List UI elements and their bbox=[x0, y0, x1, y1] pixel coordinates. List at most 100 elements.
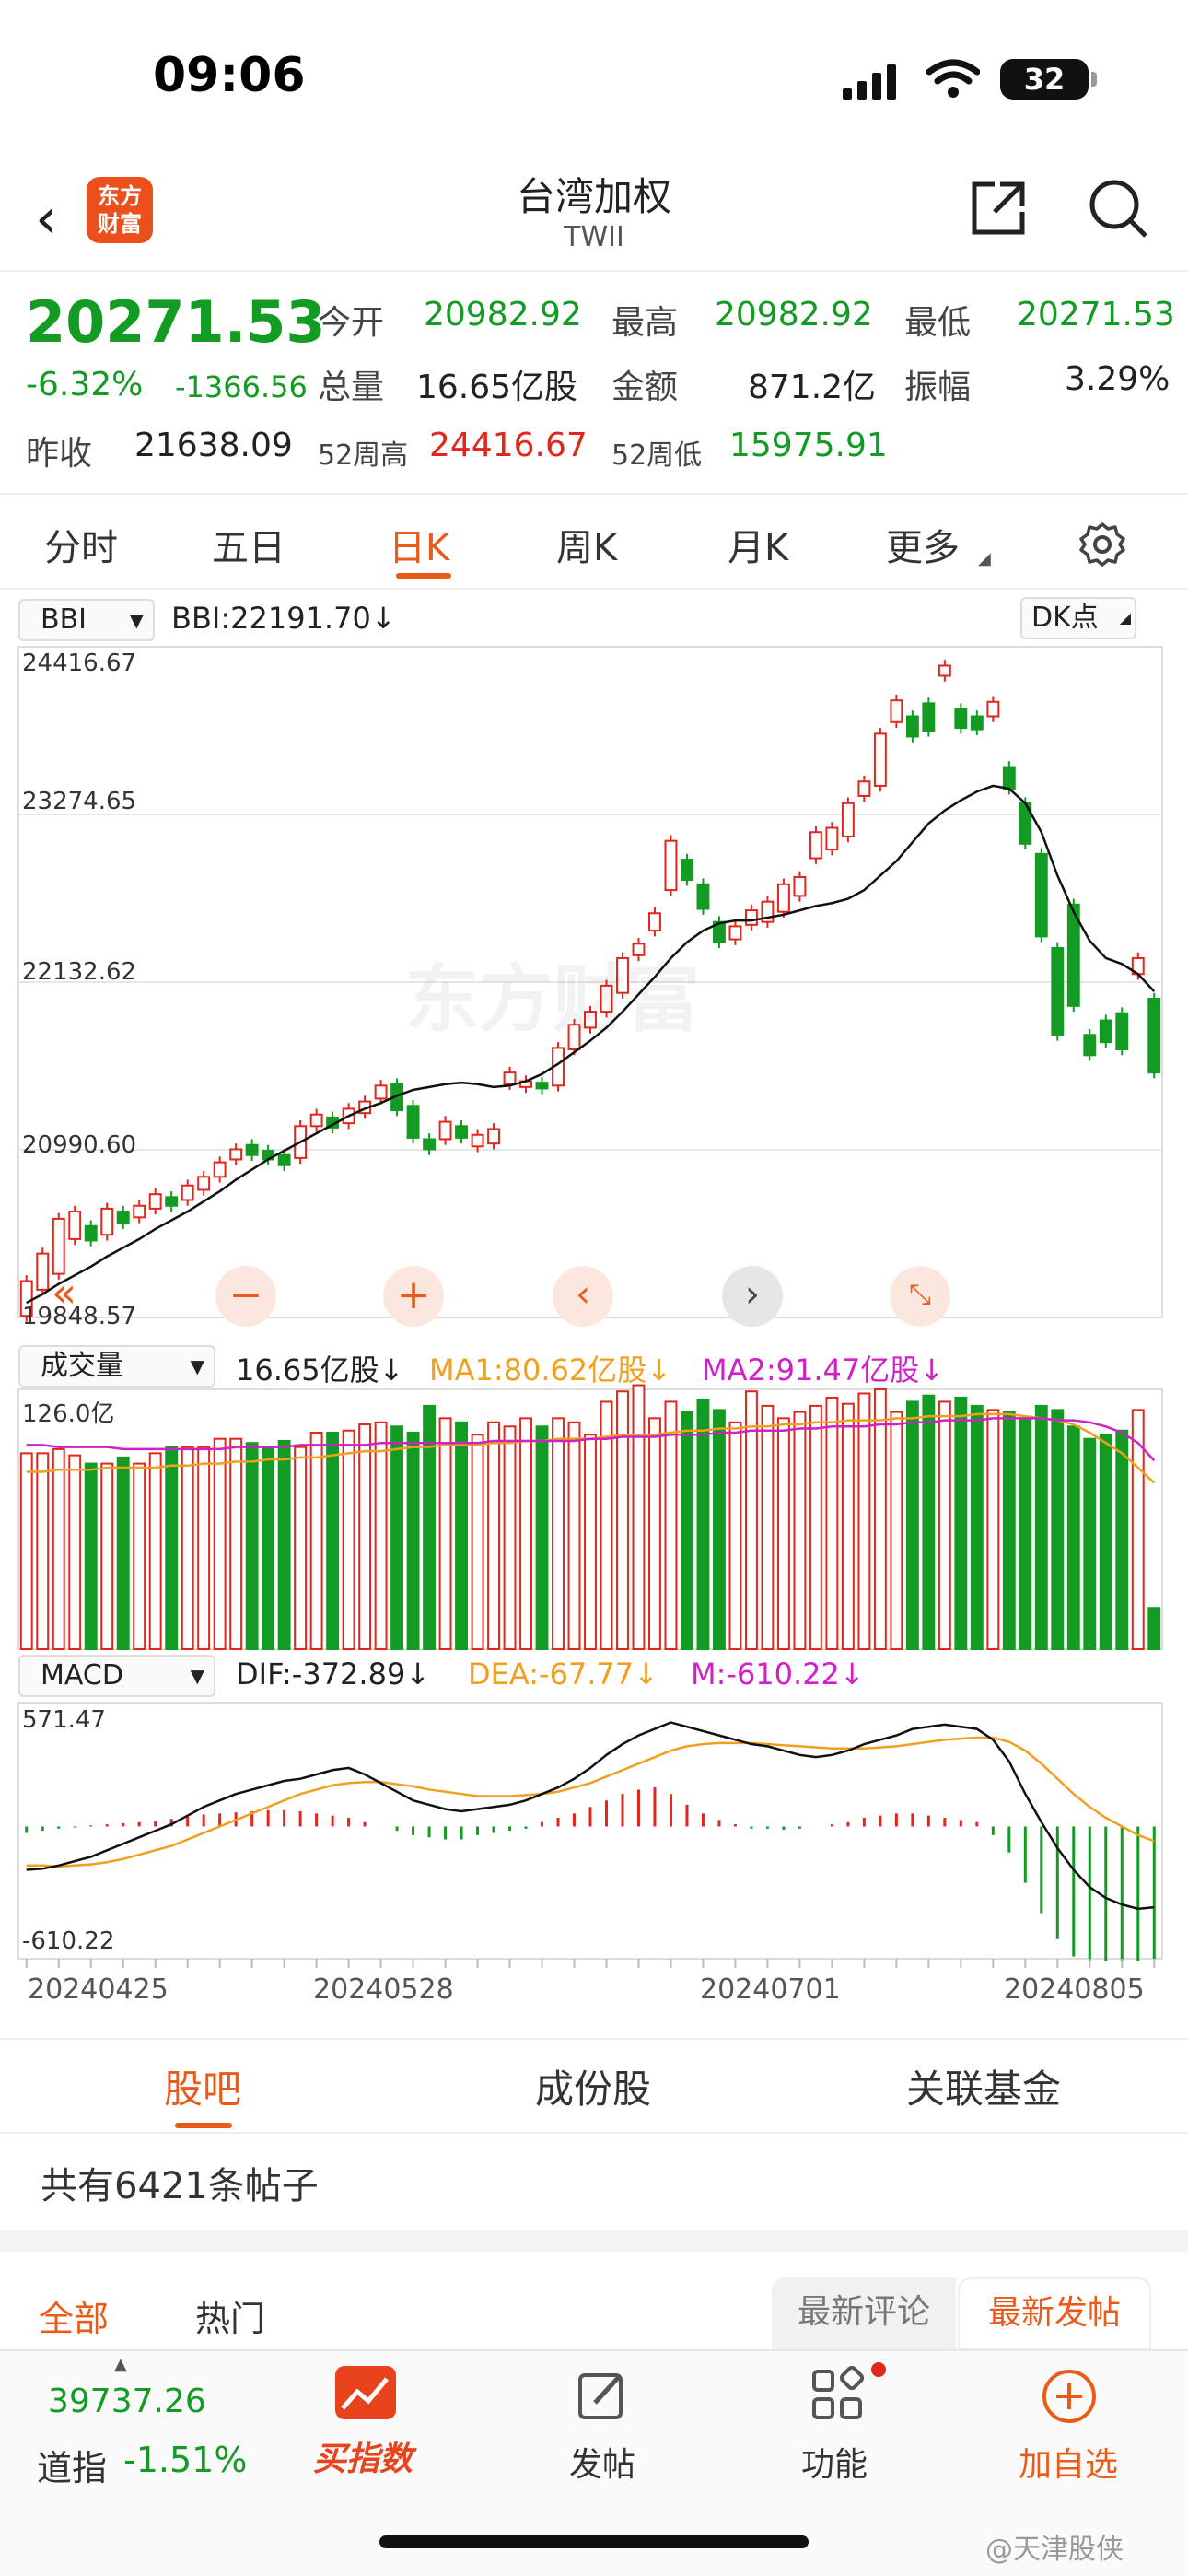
volume-y-top: 126.0亿 bbox=[22, 1400, 115, 1428]
volume-bar bbox=[905, 1400, 919, 1651]
y-tick-4: 20990.60 bbox=[22, 1131, 137, 1159]
function-grid-icon[interactable] bbox=[809, 2366, 868, 2425]
filter-all[interactable]: 全部 bbox=[39, 2299, 110, 2339]
change-value: -1366.56 bbox=[175, 369, 308, 404]
volume-bar bbox=[793, 1411, 807, 1650]
function-label[interactable]: 功能 bbox=[800, 2446, 868, 2484]
volume-select-label: 成交量 bbox=[41, 1350, 123, 1382]
tab-constituents[interactable]: 成份股 bbox=[534, 2067, 651, 2112]
w52-high-value: 24416.67 bbox=[429, 427, 588, 464]
home-indicator bbox=[379, 2535, 809, 2548]
prev-close-value: 21638.09 bbox=[134, 427, 293, 464]
volume-bar bbox=[374, 1421, 388, 1651]
volume-bar bbox=[438, 1417, 452, 1651]
dow-label[interactable]: 道指 bbox=[37, 2448, 108, 2488]
volume-bar bbox=[245, 1442, 259, 1650]
indicator-select-volume[interactable]: 成交量 ▼ bbox=[18, 1345, 215, 1388]
volume-bar bbox=[19, 1452, 33, 1651]
candle-body bbox=[471, 1133, 484, 1148]
candle-body bbox=[632, 943, 646, 956]
filter-hot[interactable]: 热门 bbox=[195, 2299, 266, 2339]
volume-bar bbox=[986, 1409, 1000, 1651]
volume-bar bbox=[873, 1388, 887, 1650]
post-label[interactable]: 发帖 bbox=[568, 2446, 635, 2484]
zoom-in-button[interactable]: + bbox=[383, 1266, 444, 1327]
more-caret-icon: ◢ bbox=[978, 549, 991, 568]
volume-bar bbox=[584, 1434, 597, 1650]
dk-point-button[interactable]: DK点 ◢ bbox=[1020, 597, 1136, 639]
volume-bar bbox=[696, 1399, 710, 1650]
dow-value[interactable]: 39737.26 bbox=[48, 2383, 206, 2420]
candle-body bbox=[616, 956, 629, 994]
add-watchlist-icon[interactable] bbox=[1041, 2368, 1098, 2425]
tab-monthly-k[interactable]: 月K bbox=[728, 527, 789, 569]
tab-weekly-k[interactable]: 周K bbox=[556, 527, 618, 569]
buy-index-label[interactable]: 买指数 bbox=[313, 2441, 413, 2478]
fullscreen-icon[interactable]: ⤡ bbox=[890, 1266, 950, 1327]
compose-icon[interactable] bbox=[575, 2368, 630, 2423]
dow-change[interactable]: -1.51% bbox=[123, 2440, 248, 2480]
amount-label: 金额 bbox=[611, 369, 679, 406]
candle-body bbox=[406, 1105, 420, 1139]
volume-bar bbox=[229, 1437, 243, 1650]
volume-bar bbox=[165, 1446, 179, 1650]
candle-body bbox=[36, 1252, 50, 1291]
settings-gear-icon[interactable] bbox=[1079, 521, 1125, 568]
candle-body bbox=[133, 1204, 146, 1219]
candle-body bbox=[922, 702, 936, 732]
add-watchlist-label[interactable]: 加自选 bbox=[1018, 2446, 1118, 2484]
dea-line bbox=[26, 1736, 1155, 1868]
zoom-out-button[interactable]: − bbox=[215, 1266, 276, 1327]
expand-caret-icon[interactable]: ▲ bbox=[114, 2355, 127, 2374]
tab-daily-k[interactable]: 日K bbox=[389, 527, 450, 569]
candle-body bbox=[664, 839, 678, 892]
back-button[interactable]: ‹ bbox=[35, 184, 58, 252]
macd-select-label: MACD bbox=[41, 1659, 123, 1692]
nav-bar: ‹ 东方 财富 台湾加权 TWII bbox=[0, 157, 1188, 272]
active-subtab-underline bbox=[175, 2123, 232, 2128]
dea-readout: DEA:-67.77↓ bbox=[468, 1657, 658, 1692]
date-label-1: 20240425 bbox=[28, 1973, 169, 2006]
w52-low-label: 52周低 bbox=[611, 439, 703, 472]
indicator-select-macd[interactable]: MACD ▼ bbox=[18, 1655, 215, 1697]
last-price: 20271.53 bbox=[26, 288, 326, 356]
wifi-icon bbox=[926, 59, 980, 98]
scroll-right-button[interactable]: › bbox=[722, 1266, 783, 1327]
scroll-left-button[interactable]: ‹ bbox=[553, 1266, 613, 1327]
volume-bar bbox=[326, 1432, 340, 1650]
dif-value: DIF:-372.89 bbox=[236, 1657, 406, 1692]
tab-more[interactable]: 更多 bbox=[886, 527, 960, 569]
macd-y-top: 571.47 bbox=[22, 1706, 106, 1734]
ma2-readout: MA2:91.47亿股↓ bbox=[702, 1347, 944, 1389]
candle-body bbox=[19, 1280, 33, 1317]
tab-five-day[interactable]: 五日 bbox=[212, 527, 285, 569]
date-label-4: 20240805 bbox=[1004, 1973, 1145, 2006]
logo-text-top: 东方 bbox=[98, 183, 142, 209]
macd-y-bottom: -610.22 bbox=[22, 1927, 115, 1955]
volume-bar bbox=[1115, 1429, 1129, 1651]
candle-body bbox=[776, 883, 790, 913]
candle-body bbox=[1051, 946, 1065, 1036]
period-tabs: 分时 五日 日K 周K 月K 更多 ◢ bbox=[0, 498, 1188, 590]
share-icon[interactable] bbox=[967, 177, 1030, 240]
date-label-2: 20240528 bbox=[313, 1973, 454, 2006]
search-icon[interactable] bbox=[1087, 177, 1149, 240]
sort-latest-comment[interactable]: 最新评论 bbox=[772, 2277, 956, 2349]
tab-related-funds[interactable]: 关联基金 bbox=[905, 2067, 1061, 2112]
rewind-icon[interactable]: « bbox=[52, 1270, 76, 1317]
volume-bar bbox=[664, 1400, 678, 1651]
y-tick-1: 24416.67 bbox=[22, 650, 137, 677]
volume-bar bbox=[970, 1404, 984, 1651]
candle-body bbox=[423, 1138, 437, 1151]
volume-bar bbox=[390, 1425, 404, 1651]
buy-index-icon[interactable] bbox=[335, 2366, 396, 2419]
volume-bar bbox=[148, 1452, 162, 1651]
volume-bar bbox=[938, 1400, 951, 1651]
tab-intraday[interactable]: 分时 bbox=[44, 527, 118, 569]
volume-bar bbox=[825, 1396, 839, 1650]
volume-bar bbox=[213, 1437, 227, 1650]
volume-bar bbox=[922, 1394, 936, 1650]
sort-latest-post[interactable]: 最新发帖 bbox=[958, 2277, 1151, 2349]
tab-guba[interactable]: 股吧 bbox=[163, 2067, 241, 2112]
indicator-select-main[interactable]: BBI ▼ bbox=[18, 599, 155, 641]
